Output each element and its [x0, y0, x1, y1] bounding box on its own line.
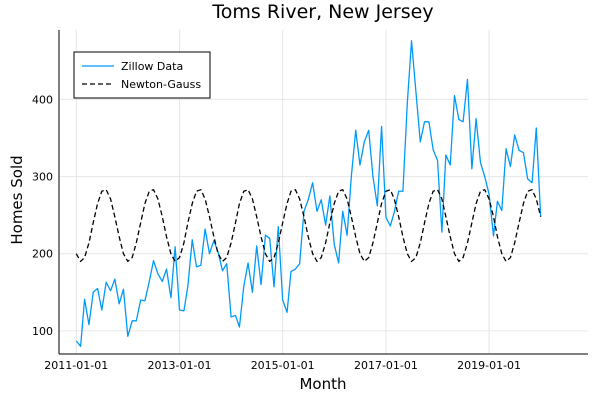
- x-tick-label: 2019-01-01: [457, 359, 521, 372]
- y-tick-label: 400: [32, 93, 53, 106]
- y-axis-label: Homes Sold: [8, 155, 26, 244]
- tick-labels: 2011-01-01 2013-01-01 2015-01-01 2017-01-01…: [32, 93, 521, 372]
- series-line-zillow-data: [75, 40, 542, 347]
- legend-label-zillow-data: Zillow Data: [121, 60, 183, 73]
- axes: [58, 30, 588, 355]
- legend-label-newton-gauss: Newton-Gauss: [121, 78, 201, 91]
- x-tick-label: 2015-01-01: [251, 359, 315, 372]
- chart-title: Toms River, New Jersey: [211, 1, 433, 23]
- x-tick-label: 2011-01-01: [44, 359, 108, 372]
- legend-box: [73, 51, 211, 99]
- x-axis-label: Month: [299, 375, 346, 393]
- y-tick-label: 200: [32, 248, 53, 261]
- plot-area: [75, 40, 542, 347]
- y-tick-label: 100: [32, 325, 53, 338]
- x-tick-label: 2017-01-01: [354, 359, 418, 372]
- series-line-newton-gauss: [75, 189, 542, 263]
- y-tick-label: 300: [32, 171, 53, 184]
- x-tick-label: 2013-01-01: [148, 359, 212, 372]
- legend: Zillow Data Newton-Gauss: [73, 51, 211, 99]
